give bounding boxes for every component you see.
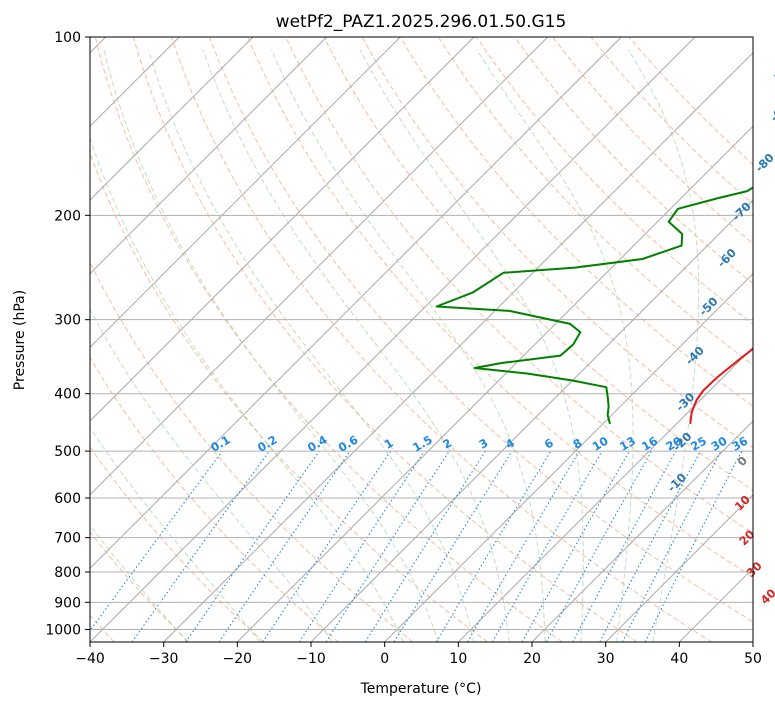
x-axis-label: Temperature (°C): [360, 681, 482, 697]
moist-adiabat-8: [359, 49, 584, 642]
x-tick-label: 30: [597, 651, 615, 667]
moist-adiabat-3: [90, 136, 404, 642]
x-tick-label: 50: [744, 651, 762, 667]
y-tick-label: 400: [54, 387, 81, 403]
dry-adiabat-16: [399, 37, 753, 407]
isotherm-line-9: [163, 51, 753, 642]
pressure-grid: [90, 37, 753, 630]
isotherm-line-14: [531, 420, 753, 642]
moist-adiabat-1: [90, 426, 261, 642]
x-tick-label: 40: [670, 651, 688, 667]
isotherm-line-11: [310, 199, 753, 642]
plot-frame: [89, 36, 754, 643]
mixing-ratio-label: 30: [709, 434, 730, 454]
mixing-ratio-line-14: [572, 450, 677, 642]
isotherm-line-4: [90, 37, 401, 349]
moist-adiabat-4: [103, 49, 439, 642]
mixing-ratio-label: 10: [590, 434, 611, 454]
y-tick-label: 1000: [45, 622, 81, 638]
moist-adiabat-5: [147, 49, 475, 642]
isotherm-label: -90: [767, 100, 775, 125]
dry-adiabat-10: [171, 37, 712, 642]
isotherm-line-7: [90, 37, 622, 570]
dry-adiabat-9: [132, 37, 638, 642]
y-tick-label: 600: [54, 491, 81, 507]
mixing-ratio-line-11: [491, 450, 603, 642]
mixing-ratio-line-6: [325, 450, 450, 642]
mixing-ratio-line-7: [364, 450, 486, 642]
y-tick-label: 300: [54, 313, 81, 329]
moist-adiabat-9: [476, 49, 634, 642]
mixing-ratio-line-1: [131, 450, 270, 642]
dry-adiabat-21: [590, 37, 753, 205]
dry-adiabat-20: [552, 37, 753, 245]
mixing-ratio-label: 20: [663, 434, 684, 454]
mixing-ratio-line-9: [435, 450, 552, 642]
dry-adiabat-3: [90, 531, 190, 642]
mixing-ratio-line-13: [545, 450, 653, 642]
mixing-ratio-label: 36: [729, 434, 750, 454]
y-tick-label: 200: [54, 208, 81, 224]
dry-adiabat-6: [90, 260, 414, 642]
dry-adiabat-5: [90, 356, 339, 642]
moist-adiabat-2: [90, 308, 333, 642]
mixing-ratio-line-2: [185, 450, 320, 642]
isotherm-line-15: [605, 493, 753, 642]
x-tick-label: −10: [296, 651, 326, 667]
isotherm-line-13: [457, 346, 753, 642]
mixing-ratio-label: 25: [688, 434, 709, 454]
axes: −40 −30 −20 −10 0 10 20 30 40 50 100 200 300 400 500 60…: [45, 30, 762, 667]
mixing-ratio-label: 16: [639, 434, 660, 454]
background-lines: [90, 37, 753, 642]
x-tick-label: 20: [523, 651, 541, 667]
y-tick-label: 800: [54, 565, 81, 581]
mixing-ratio-line-0: [90, 450, 223, 632]
dry-adiabat-17: [437, 37, 753, 366]
dry-adiabat-13: [285, 37, 753, 535]
x-tick-label: −40: [75, 651, 105, 667]
y-tick-label: 900: [54, 595, 81, 611]
moist-adiabat-6: [202, 49, 510, 642]
dry-adiabat-18: [476, 37, 753, 325]
isotherm-line-8: [90, 37, 696, 642]
isotherm-line-5: [90, 37, 475, 422]
mixing-ratio-label: 13: [617, 434, 638, 454]
isotherm-line-12: [384, 272, 753, 642]
y-tick-label: 500: [54, 444, 81, 460]
isotherm-line-6: [90, 37, 549, 496]
chart-title: wetPf2_PAZ1.2025.296.01.50.G15: [276, 12, 567, 32]
x-tick-label: 0: [380, 651, 389, 667]
isotherm-line-10: [236, 125, 753, 642]
dry-adiabat-14: [323, 37, 753, 491]
profile-lines: [435, 186, 753, 425]
x-tick-label: −30: [149, 651, 179, 667]
isotherm-line-3: [90, 37, 328, 275]
mixing-ratio-line-3: [218, 450, 351, 642]
dry-adiabat-11: [209, 37, 753, 623]
dry-adiabat-8: [94, 37, 563, 642]
y-tick-label: 100: [54, 30, 81, 46]
mixing-ratio-line-10: [467, 450, 580, 642]
isotherm-line-2: [90, 37, 254, 201]
y-axis-label: Pressure (hPa): [12, 290, 28, 390]
moist-adiabat-0: [90, 524, 188, 642]
x-tick-label: 10: [449, 651, 467, 667]
moist-adiabat-7: [270, 49, 546, 642]
mixing-ratio-line-8: [393, 450, 513, 642]
y-tick-label: 700: [54, 531, 81, 547]
profile-line-0: [689, 347, 753, 425]
mixing-ratio-line-12: [521, 450, 630, 642]
x-tick-label: −20: [223, 651, 253, 667]
profile-line-1: [435, 186, 753, 425]
